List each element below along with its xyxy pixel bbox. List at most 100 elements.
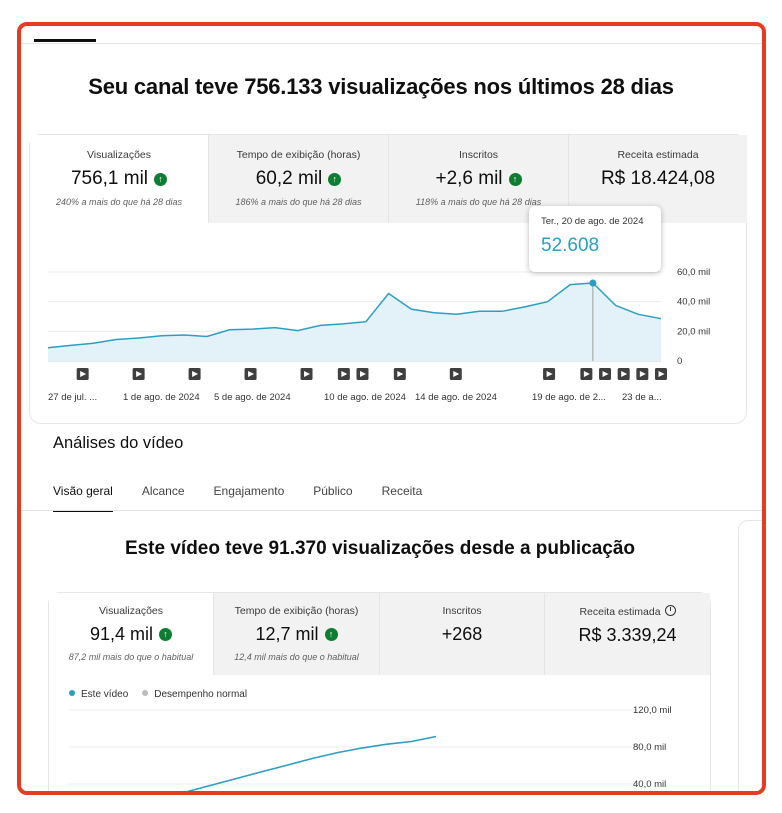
tab-reach[interactable]: Alcance — [141, 484, 185, 498]
tab-divider — [21, 43, 762, 44]
y-tick-label: 40,0 mil — [677, 297, 710, 308]
metric-label: Visualizações — [86, 149, 151, 161]
channel-overview-card: Visualizações 756,1 mil ↑ 240% a mais do … — [29, 134, 747, 424]
video-marker-icon — [132, 368, 145, 380]
video-headline: Este vídeo teve 91.370 visualizações des… — [124, 538, 636, 559]
y-tick-label: 80,0 mil — [633, 742, 666, 753]
channel-headline: Seu canal teve 756.133 visualizações nos… — [88, 74, 674, 99]
active-tab-indicator — [34, 39, 96, 42]
side-panel-card — [738, 520, 762, 791]
video-marker-icon — [636, 368, 649, 380]
this-video-line — [186, 735, 437, 791]
arrow-up-icon: ↑ — [508, 172, 522, 186]
tab-audience[interactable]: Público — [313, 484, 353, 498]
play-icon — [248, 371, 255, 377]
metric-label: Tempo de exibição (horas) — [234, 605, 359, 617]
metric-label: Inscritos — [458, 149, 499, 161]
clock-icon — [664, 605, 676, 616]
x-tick-label: 19 de ago. de 2... — [532, 392, 606, 403]
metric-tab-subscribers[interactable]: Inscritos +268 — [380, 593, 545, 675]
views-area — [48, 283, 661, 361]
legend-item-normal[interactable]: Desempenho normal — [142, 689, 247, 700]
play-icon — [546, 371, 553, 377]
chart-tooltip: Ter., 20 de ago. de 2024 52.608 — [529, 206, 661, 272]
video-marker-icon — [393, 368, 406, 380]
legend-dot — [142, 690, 149, 696]
arrow-up-icon: ↑ — [159, 628, 173, 641]
chart-legend: Este vídeo Desempenho normal — [69, 689, 247, 700]
metric-tab-watch-time[interactable]: Tempo de exibição (horas) 12,7 mil ↑ 12,4… — [214, 593, 380, 675]
legend-label: Desempenho normal — [154, 689, 248, 700]
legend-dot — [69, 690, 75, 696]
x-tick-label: 10 de ago. de 2024 — [324, 392, 406, 403]
y-tick-label: 120,0 mil — [633, 705, 672, 716]
tooltip-date: Ter., 20 de ago. de 2024 — [541, 216, 644, 227]
play-icon — [192, 371, 199, 377]
tooltip-value: 52.608 — [541, 235, 600, 256]
video-marker-icon — [300, 368, 313, 380]
analytics-frame: Seu canal teve 756.133 visualizações nos… — [17, 22, 766, 795]
video-marker-icon — [655, 368, 667, 380]
x-tick-label: 1 de ago. de 2024 — [123, 392, 200, 403]
play-icon — [583, 371, 590, 377]
play-icon — [360, 371, 366, 377]
metric-value: 60,2 mil — [255, 168, 323, 189]
play-icon — [80, 371, 87, 377]
play-icon — [602, 371, 609, 377]
metric-tab-revenue[interactable]: Receita estimada R$ 3.339,24 — [545, 593, 710, 675]
y-tick-label: 0 — [677, 356, 682, 367]
video-marker-icon — [76, 368, 89, 380]
x-tick-label: 27 de jul. ... — [48, 392, 98, 403]
play-icon — [304, 371, 311, 377]
metric-comparison: 87,2 mil mais do que o habitual — [68, 652, 194, 662]
play-icon — [453, 371, 460, 377]
play-icon — [621, 371, 628, 377]
tab-overview[interactable]: Visão geral — [53, 484, 113, 512]
video-marker-icon — [580, 368, 593, 380]
video-marker-icon — [337, 368, 350, 380]
video-marker-icon — [543, 368, 556, 380]
x-tick-label: 5 de ago. de 2024 — [214, 392, 291, 403]
video-marker-icon — [356, 368, 369, 380]
metric-comparison: 118% a mais do que há 28 dias — [415, 197, 542, 207]
legend-item-this-video[interactable]: Este vídeo — [69, 689, 128, 700]
play-icon — [341, 371, 348, 377]
video-marker-icon — [244, 368, 257, 380]
hover-point — [589, 279, 597, 287]
metric-tab-views[interactable]: Visualizações 91,4 mil ↑ 87,2 mil mais do… — [49, 593, 214, 675]
video-views-chart[interactable]: 40,0 mil 80,0 mil 120,0 mil — [49, 696, 711, 795]
metric-comparison: 186% a mais do que há 28 dias — [235, 197, 362, 207]
metric-tab-views[interactable]: Visualizações 756,1 mil ↑ 240% a mais do … — [30, 135, 209, 223]
x-tick-label: 23 de a... — [622, 392, 662, 403]
views-line — [47, 282, 662, 349]
video-marker-icon — [599, 368, 612, 380]
tab-engagement[interactable]: Engajamento — [213, 484, 285, 498]
y-tick-label: 40,0 mil — [633, 779, 666, 790]
channel-views-chart[interactable]: 0 20,0 mil 40,0 mil 60,0 mil — [21, 256, 741, 396]
metric-value: +268 — [441, 624, 483, 644]
metric-value: 91,4 mil — [89, 624, 154, 644]
video-marker-icon — [188, 368, 201, 380]
arrow-up-icon: ↑ — [328, 172, 342, 186]
arrow-up-icon: ↑ — [324, 628, 338, 641]
metric-comparison: 12,4 mil mais do que o habitual — [234, 652, 359, 662]
y-tick-label: 20,0 mil — [677, 326, 710, 337]
metric-value: +2,6 mil — [435, 168, 503, 189]
metric-tab-watch-time[interactable]: Tempo de exibição (horas) 60,2 mil ↑ 186%… — [209, 135, 389, 223]
metric-label: Tempo de exibição (horas) — [236, 149, 361, 161]
arrow-up-icon: ↑ — [154, 172, 168, 186]
analytics-subtabs: Visão geral Alcance Engajamento Público … — [53, 484, 451, 512]
legend-label: Este vídeo — [81, 689, 129, 700]
play-icon — [136, 371, 143, 377]
play-icon — [397, 371, 404, 377]
y-tick-label: 60,0 mil — [677, 267, 710, 278]
video-overview-card: Visualizações 91,4 mil ↑ 87,2 mil mais do… — [48, 592, 711, 791]
channel-metrics: Visualizações 756,1 mil ↑ 240% a mais do … — [30, 135, 747, 223]
metric-label: Receita estimada — [617, 149, 699, 161]
video-marker-icon — [449, 368, 462, 380]
metric-comparison: 240% a mais do que há 28 dias — [55, 197, 183, 207]
tab-revenue[interactable]: Receita — [381, 484, 423, 498]
metric-value: 756,1 mil — [70, 168, 149, 189]
metric-value: R$ 3.339,24 — [578, 625, 677, 645]
x-tick-label: 14 de ago. de 2024 — [415, 392, 497, 403]
